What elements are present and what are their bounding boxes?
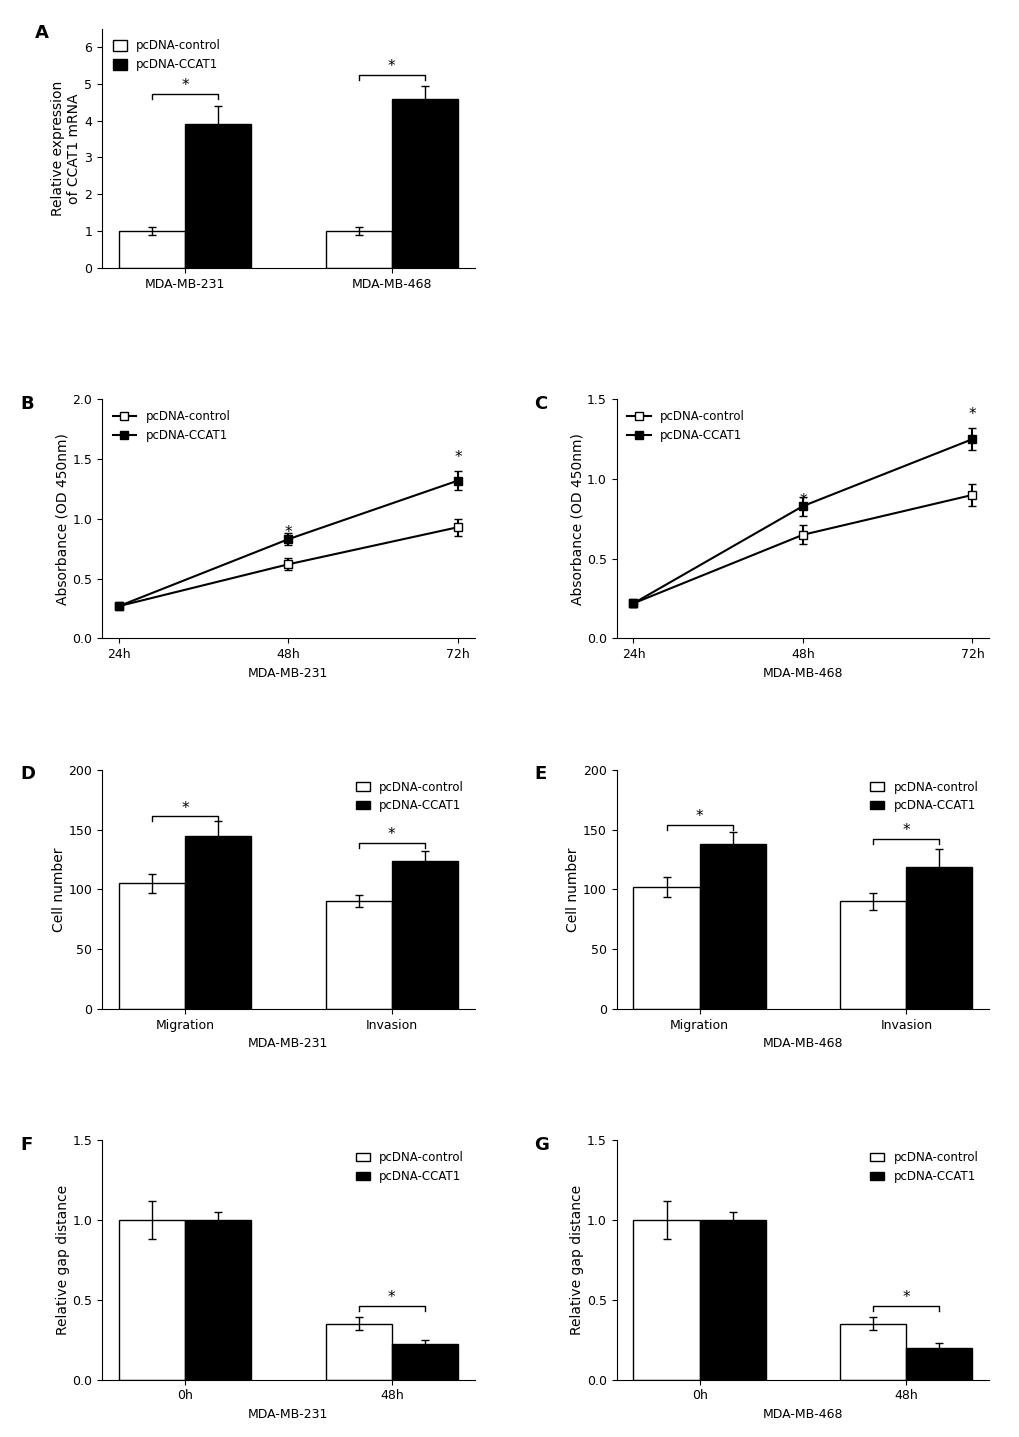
Y-axis label: Absorbance (OD 450nm): Absorbance (OD 450nm) xyxy=(570,433,584,605)
Y-axis label: Relative expression
of CCAT1 mRNA: Relative expression of CCAT1 mRNA xyxy=(51,80,82,216)
Text: F: F xyxy=(20,1135,33,1154)
Y-axis label: Relative gap distance: Relative gap distance xyxy=(570,1186,584,1335)
Bar xyxy=(699,1220,765,1380)
Bar xyxy=(840,901,906,1009)
Bar xyxy=(119,231,184,267)
Text: *: * xyxy=(181,78,189,93)
Text: *: * xyxy=(181,800,189,816)
Y-axis label: Relative gap distance: Relative gap distance xyxy=(55,1186,69,1335)
Bar xyxy=(325,231,391,267)
Text: C: C xyxy=(534,395,547,412)
Y-axis label: Absorbance (OD 450nm): Absorbance (OD 450nm) xyxy=(55,433,69,605)
Bar xyxy=(906,867,971,1009)
Text: *: * xyxy=(902,823,909,838)
X-axis label: MDA-MB-231: MDA-MB-231 xyxy=(248,1038,328,1050)
Bar xyxy=(184,836,251,1009)
Bar xyxy=(184,1220,251,1380)
Text: *: * xyxy=(968,407,975,421)
X-axis label: MDA-MB-468: MDA-MB-468 xyxy=(762,667,843,680)
Bar xyxy=(391,99,458,267)
X-axis label: MDA-MB-231: MDA-MB-231 xyxy=(248,667,328,680)
Bar xyxy=(633,887,699,1009)
Bar xyxy=(391,861,458,1009)
Text: *: * xyxy=(387,826,395,842)
Legend: pcDNA-control, pcDNA-CCAT1: pcDNA-control, pcDNA-CCAT1 xyxy=(351,1147,469,1188)
Bar xyxy=(391,1345,458,1380)
Bar xyxy=(699,844,765,1009)
Bar xyxy=(119,884,184,1009)
Bar xyxy=(184,125,251,267)
Legend: pcDNA-control, pcDNA-CCAT1: pcDNA-control, pcDNA-CCAT1 xyxy=(108,405,235,447)
Text: *: * xyxy=(695,809,703,823)
Text: B: B xyxy=(20,395,34,412)
Legend: pcDNA-control, pcDNA-CCAT1: pcDNA-control, pcDNA-CCAT1 xyxy=(351,776,469,818)
Bar xyxy=(325,1323,391,1380)
X-axis label: MDA-MB-231: MDA-MB-231 xyxy=(248,1408,328,1421)
Legend: pcDNA-control, pcDNA-CCAT1: pcDNA-control, pcDNA-CCAT1 xyxy=(622,405,749,447)
Text: *: * xyxy=(387,59,395,75)
Y-axis label: Cell number: Cell number xyxy=(52,848,65,931)
Text: *: * xyxy=(453,450,462,466)
Bar xyxy=(119,1220,184,1380)
Y-axis label: Cell number: Cell number xyxy=(566,848,580,931)
Text: *: * xyxy=(284,525,292,540)
Bar xyxy=(633,1220,699,1380)
Text: G: G xyxy=(534,1135,549,1154)
Bar xyxy=(906,1348,971,1380)
Legend: pcDNA-control, pcDNA-CCAT1: pcDNA-control, pcDNA-CCAT1 xyxy=(865,1147,982,1188)
Text: *: * xyxy=(902,1290,909,1305)
Text: *: * xyxy=(387,1290,395,1305)
Text: E: E xyxy=(534,764,546,783)
X-axis label: MDA-MB-468: MDA-MB-468 xyxy=(762,1038,843,1050)
Text: A: A xyxy=(35,24,49,42)
Bar xyxy=(325,901,391,1009)
Legend: pcDNA-control, pcDNA-CCAT1: pcDNA-control, pcDNA-CCAT1 xyxy=(108,34,225,76)
X-axis label: MDA-MB-468: MDA-MB-468 xyxy=(762,1408,843,1421)
Legend: pcDNA-control, pcDNA-CCAT1: pcDNA-control, pcDNA-CCAT1 xyxy=(865,776,982,818)
Bar xyxy=(840,1323,906,1380)
Text: *: * xyxy=(798,493,806,507)
Text: D: D xyxy=(20,764,35,783)
